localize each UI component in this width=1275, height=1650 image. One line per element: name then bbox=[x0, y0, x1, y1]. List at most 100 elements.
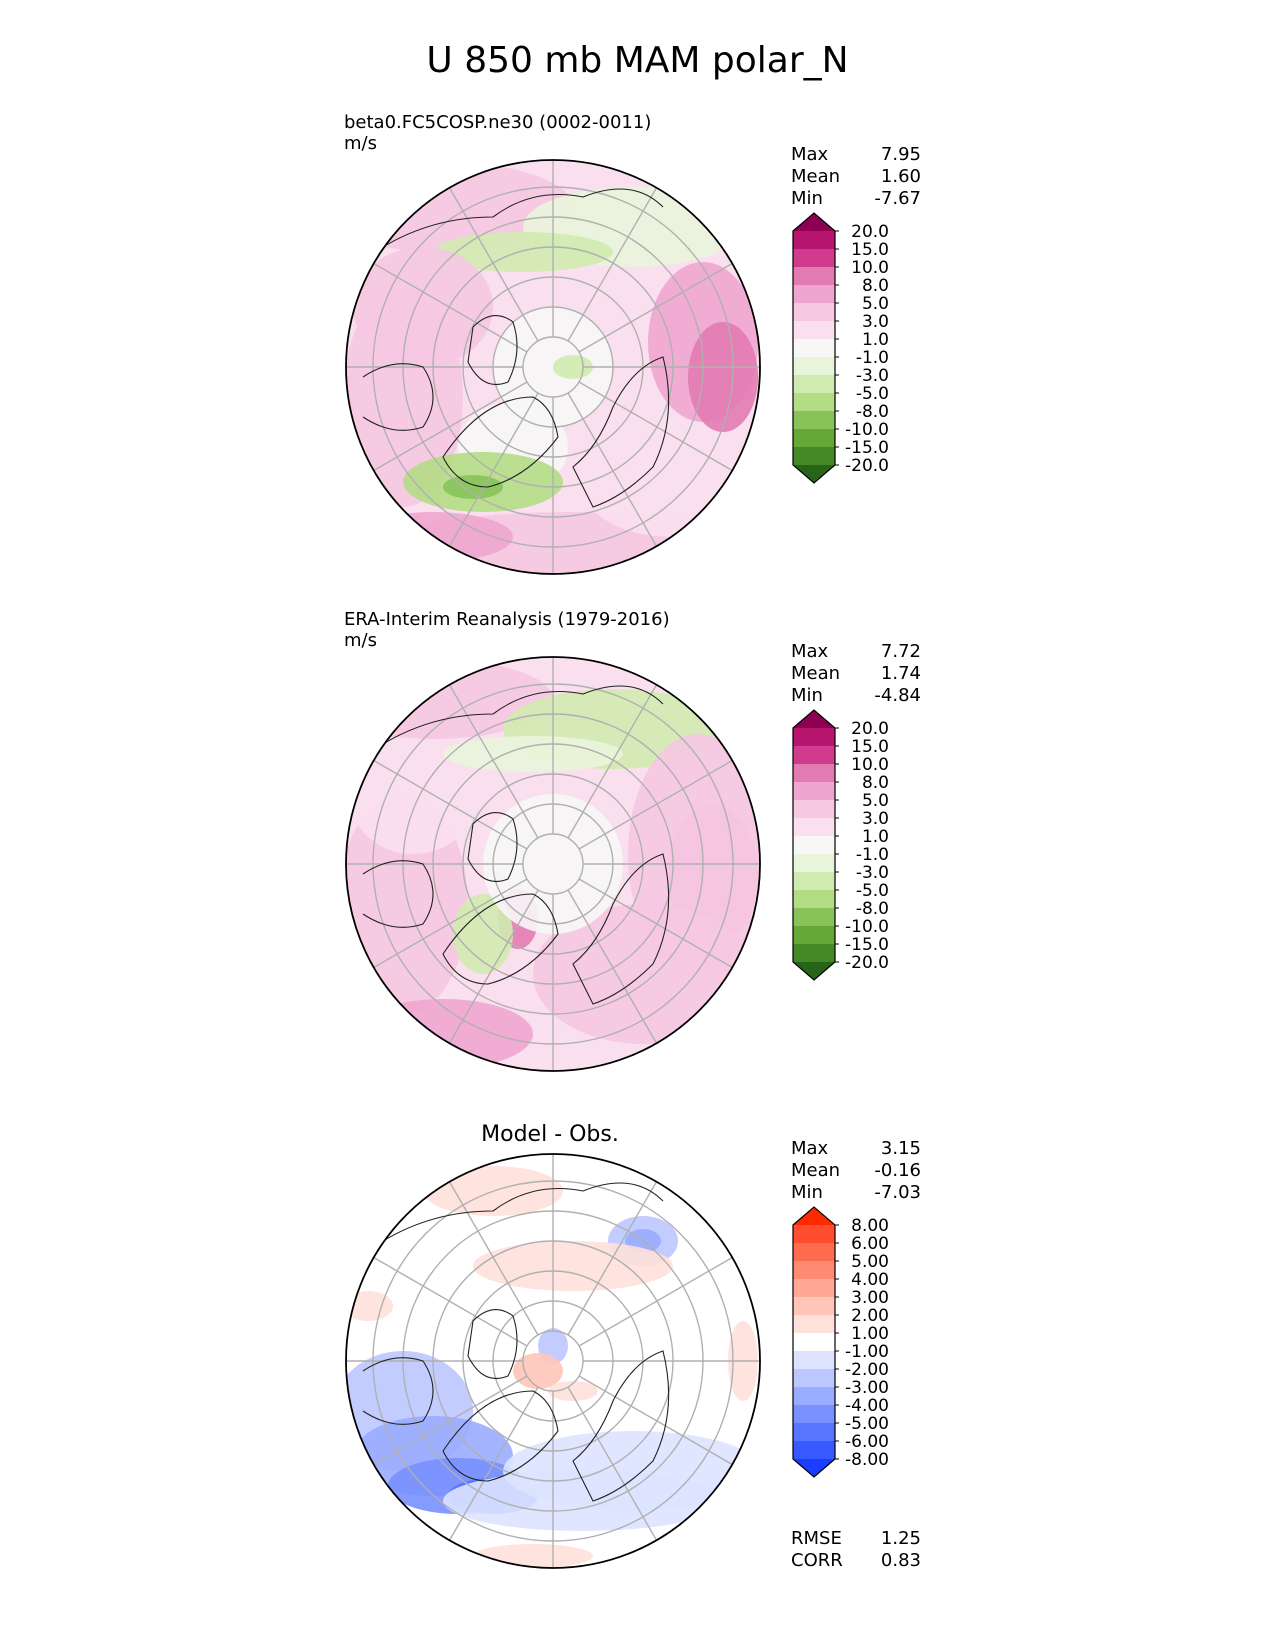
meridian-line bbox=[373, 381, 528, 472]
field-contour bbox=[583, 437, 760, 537]
coastline bbox=[382, 188, 664, 248]
colorbar-segment bbox=[793, 1423, 835, 1441]
meridian-line bbox=[373, 1375, 528, 1466]
colorbar-tick-label: -3.0 bbox=[856, 863, 889, 883]
meridian-line bbox=[448, 1181, 539, 1336]
polar-map-svg: 20.015.010.08.05.03.01.0-1.0-3.0-5.0-8.0… bbox=[345, 159, 889, 575]
panel-title: ERA-Interim Reanalysis (1979-2016) bbox=[344, 609, 670, 630]
colorbar-segment bbox=[793, 1225, 835, 1243]
meridian-line bbox=[567, 684, 658, 839]
colorbar-segment bbox=[793, 926, 835, 944]
colorbar-segment bbox=[793, 339, 835, 357]
coastline bbox=[442, 396, 559, 488]
field-contour bbox=[688, 322, 758, 432]
colorbar-tick-label: -5.0 bbox=[856, 384, 889, 404]
colorbar-segment bbox=[793, 303, 835, 321]
colorbar-extend-bottom bbox=[793, 465, 835, 483]
map-field bbox=[346, 160, 760, 574]
colorbar-tick-label: 3.0 bbox=[862, 809, 889, 829]
min-value: -7.67 bbox=[874, 188, 921, 209]
map-field bbox=[346, 1154, 760, 1568]
colorbar-segment bbox=[793, 818, 835, 836]
meridian-line bbox=[567, 392, 658, 547]
field-contour bbox=[443, 1471, 723, 1531]
field-contour bbox=[483, 794, 623, 934]
colorbar-segment bbox=[793, 447, 835, 465]
colorbar-extend-top bbox=[793, 1207, 835, 1225]
field-contour bbox=[453, 894, 513, 974]
colorbar-tick-label: -8.00 bbox=[845, 1450, 889, 1470]
colorbar-segment bbox=[793, 1405, 835, 1423]
field-contour bbox=[443, 475, 503, 499]
map-boundary bbox=[345, 656, 761, 1072]
colorbar-segment bbox=[793, 411, 835, 429]
colorbar-tick-label: 8.0 bbox=[862, 773, 889, 793]
colorbar-tick-label: 20.0 bbox=[851, 719, 889, 739]
colorbar-tick-label: -1.0 bbox=[856, 348, 889, 368]
colorbar-tick-label: 20.0 bbox=[851, 222, 889, 242]
panel-title: Model - Obs. bbox=[481, 1122, 619, 1147]
colorbar-segment bbox=[793, 1333, 835, 1351]
mean-value: 1.60 bbox=[880, 166, 921, 187]
max-value: 7.72 bbox=[880, 641, 921, 662]
colorbar-segment bbox=[793, 249, 835, 267]
colorbar-tick-label: -10.0 bbox=[845, 917, 889, 937]
min-label: Min bbox=[791, 1182, 823, 1203]
colorbar-segment bbox=[793, 854, 835, 872]
meridian-line bbox=[373, 1256, 528, 1347]
coastline bbox=[442, 893, 559, 985]
rmse-value: 1.25 bbox=[880, 1528, 921, 1549]
colorbar-segment bbox=[793, 908, 835, 926]
colorbar-segment bbox=[793, 800, 835, 818]
colorbar-tick-label: -15.0 bbox=[845, 935, 889, 955]
colorbar-segment bbox=[793, 1351, 835, 1369]
colorbar-segment bbox=[793, 1315, 835, 1333]
max-label: Max bbox=[791, 1138, 829, 1159]
meridian-line bbox=[578, 1256, 733, 1347]
colorbar-segment bbox=[793, 836, 835, 854]
colorbar-segment bbox=[793, 321, 835, 339]
colorbar-tick-label: -8.0 bbox=[856, 402, 889, 422]
min-value: -4.84 bbox=[874, 685, 921, 706]
colorbar-tick-label: 8.00 bbox=[851, 1216, 889, 1236]
mean-value: -0.16 bbox=[874, 1160, 921, 1181]
colorbar-tick-label: -20.0 bbox=[845, 456, 889, 476]
colorbar-segment bbox=[793, 357, 835, 375]
rmse-label: RMSE bbox=[791, 1528, 842, 1549]
meridian-line bbox=[448, 889, 539, 1044]
colorbar-tick-label: -2.00 bbox=[845, 1360, 889, 1380]
colorbar-segment bbox=[793, 375, 835, 393]
panel-diff: Model - Obs. Max 3.15 Mean -0.16 Min -7.03 … bbox=[0, 1104, 1275, 1594]
meridian-line bbox=[448, 684, 539, 839]
colorbar-tick-label: 10.0 bbox=[851, 755, 889, 775]
mean-label: Mean bbox=[791, 166, 841, 187]
coastline bbox=[382, 685, 664, 745]
max-label: Max bbox=[791, 641, 829, 662]
colorbar-segment bbox=[793, 1387, 835, 1405]
colorbar: 20.015.010.08.05.03.01.0-1.0-3.0-5.0-8.0… bbox=[792, 709, 889, 981]
min-label: Min bbox=[791, 188, 823, 209]
meridian-line bbox=[578, 1375, 733, 1466]
colorbar-tick-label: 15.0 bbox=[851, 737, 889, 757]
colorbar-segment bbox=[793, 429, 835, 447]
coastline bbox=[572, 853, 670, 1005]
colorbar-segment bbox=[793, 231, 835, 249]
min-value: -7.03 bbox=[874, 1182, 921, 1203]
colorbar-tick-label: -15.0 bbox=[845, 438, 889, 458]
colorbar-tick-label: 1.00 bbox=[851, 1324, 889, 1344]
coastline bbox=[362, 1357, 434, 1425]
colorbar-segment bbox=[793, 1369, 835, 1387]
field-contour bbox=[353, 999, 533, 1069]
colorbar-tick-label: 3.0 bbox=[862, 312, 889, 332]
stats-box: Max 7.95 Mean 1.60 Min -7.67 bbox=[791, 144, 921, 210]
colorbar-segment bbox=[793, 890, 835, 908]
panel-obs: ERA-Interim Reanalysis (1979-2016) m/s M… bbox=[0, 607, 1275, 1097]
meridian-line bbox=[578, 262, 733, 353]
colorbar-tick-label: 6.00 bbox=[851, 1234, 889, 1254]
colorbar-tick-label: 5.0 bbox=[862, 294, 889, 314]
colorbar-segment bbox=[793, 728, 835, 746]
colorbar-tick-label: -3.00 bbox=[845, 1378, 889, 1398]
colorbar-extend-top bbox=[793, 213, 835, 231]
metrics-box: RMSE 1.25 CORR 0.83 bbox=[791, 1528, 921, 1572]
meridian-line bbox=[567, 1386, 658, 1541]
